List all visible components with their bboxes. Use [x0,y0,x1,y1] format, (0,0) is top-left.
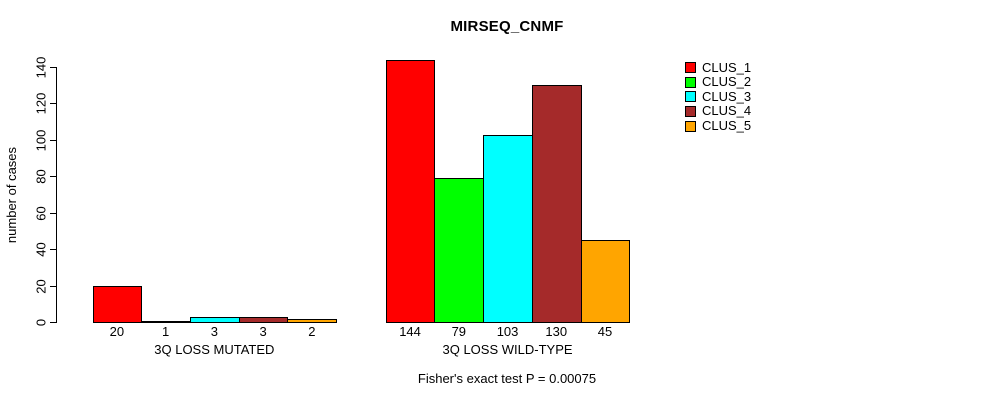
y-tick-label: 0 [33,318,49,327]
y-tick-label: 100 [33,129,49,151]
bar-value-label: 3 [210,324,218,339]
y-tick-label: 120 [33,92,49,115]
legend-swatch-clus_3 [685,91,696,103]
legend: CLUS_1 CLUS_2 CLUS_3 CLUS_4 CLUS_5 [685,59,752,135]
bar-clus_1-group1 [92,286,143,323]
bar-clus_3-group1 [189,317,240,323]
bar-clus_3-group2 [483,134,533,323]
y-axis-line [56,67,57,323]
y-tick-mark [50,103,56,104]
y-tick-label: 20 [33,278,49,294]
y-tick-mark [50,66,56,68]
legend-row: CLUS_4 [685,103,752,119]
legend-swatch-clus_2 [685,76,696,88]
bar-clus_4-group1 [238,317,289,323]
bar-value-label: 1 [161,324,170,339]
group-label: 3Q LOSS MUTATED [154,342,275,357]
legend-row: CLUS_5 [685,118,752,134]
y-tick-mark [50,139,56,141]
chart-title: MIRSEQ_CNMF [450,18,564,35]
legend-label: CLUS_1 [702,59,752,75]
group-label: 3Q LOSS WILD-TYPE [442,342,573,357]
legend-label: CLUS_2 [702,74,752,90]
y-tick-mark [50,322,56,323]
bar-clus_2-group2 [434,178,485,323]
bar-value-label: 20 [109,324,125,339]
bar-value-label: 130 [545,324,568,339]
y-tick-mark [50,285,56,287]
legend-label: CLUS_5 [702,118,752,134]
bar-value-label: 144 [399,324,421,339]
annotation-text: Fisher's exact test P = 0.00075 [417,371,597,386]
bar-value-label: 103 [496,324,519,339]
bar-value-label: 2 [308,324,316,339]
bar-clus_5-group1 [287,318,338,323]
y-tick-mark [50,249,56,250]
y-tick-mark [50,212,56,214]
bar-value-label: 79 [451,324,467,339]
legend-label: CLUS_3 [702,88,752,104]
legend-row: CLUS_1 [685,59,752,75]
y-tick-label: 40 [33,242,49,257]
legend-row: CLUS_3 [685,88,752,104]
y-tick-label: 60 [33,205,49,221]
bar-value-label: 45 [597,324,613,339]
bar-clus_4-group2 [531,85,582,323]
legend-label: CLUS_4 [702,103,752,119]
bar-clus_2-group1 [141,320,191,323]
bar-clus_1-group2 [385,59,436,323]
y-tick-label: 140 [33,56,49,78]
bar-value-label: 3 [259,324,267,339]
y-tick-mark [50,176,56,177]
legend-swatch-clus_4 [685,105,696,117]
y-tick-label: 80 [33,169,49,184]
y-axis-label: number of cases [4,146,19,244]
legend-swatch-clus_1 [685,62,696,73]
legend-swatch-clus_5 [685,120,696,132]
legend-row: CLUS_2 [685,74,752,90]
bar-clus_5-group2 [580,240,631,323]
